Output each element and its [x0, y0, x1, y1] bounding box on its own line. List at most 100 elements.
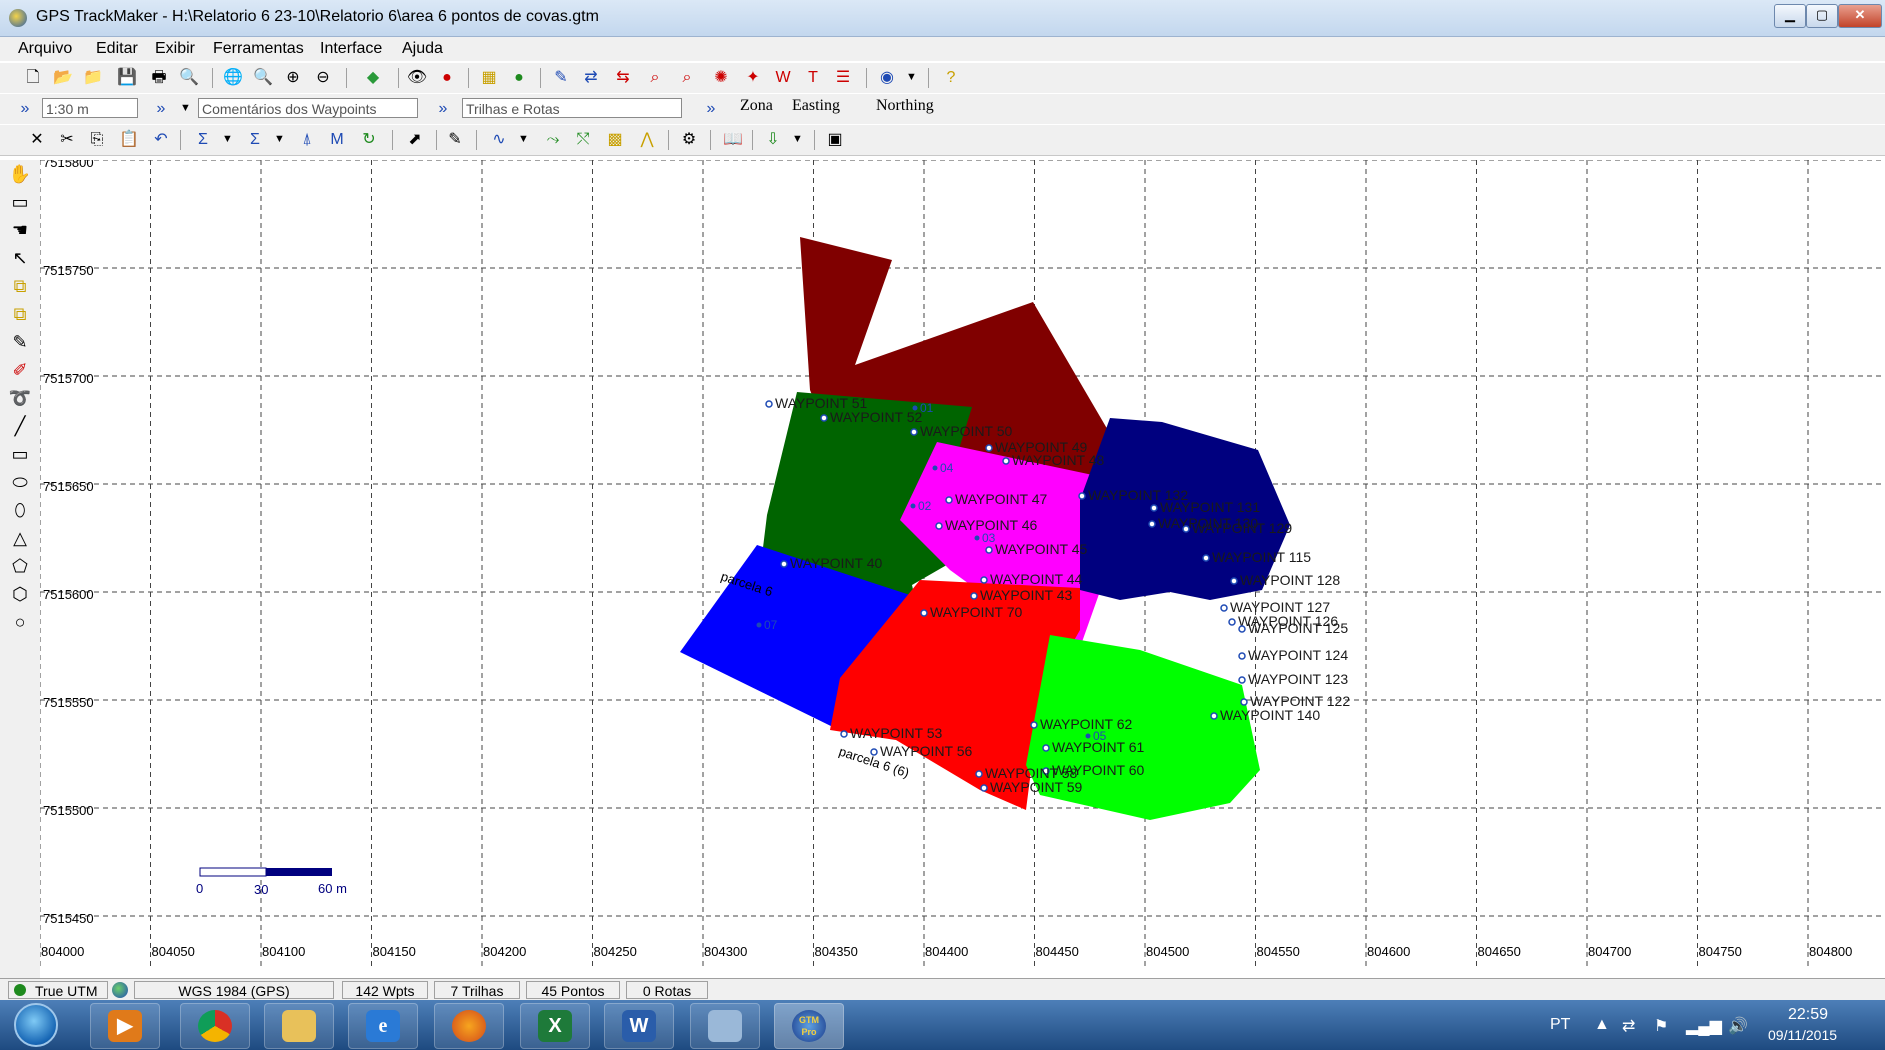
maximize-button[interactable]: ▢ [1806, 4, 1838, 28]
satellite-icon[interactable]: ✺ [714, 69, 728, 86]
duplicate-tool-icon[interactable]: ⧉ [13, 304, 27, 324]
language-indicator[interactable]: PT [1550, 1016, 1571, 1033]
view-icon[interactable]: 👁 [406, 69, 428, 86]
copy-tool-icon[interactable]: ⧉ [13, 276, 27, 296]
volume-icon[interactable]: 🔊 [1728, 1018, 1748, 1035]
waypoint-marker[interactable] [975, 770, 983, 778]
tracks-routes-combo[interactable]: Trilhas e Rotas [462, 98, 682, 118]
taskbar-firefox[interactable] [434, 1003, 504, 1049]
waypoint-marker[interactable] [1220, 604, 1228, 612]
undo-icon[interactable]: ↶ [154, 131, 168, 148]
menu-ajuda[interactable]: Ajuda [402, 40, 443, 57]
split-icon[interactable]: ⤲ [576, 131, 590, 148]
waypoint-marker[interactable] [870, 748, 878, 756]
hexagon-tool-icon[interactable]: ⬡ [12, 584, 28, 604]
lasso-icon[interactable]: ➰ [8, 388, 32, 408]
point-marker[interactable] [756, 622, 762, 628]
zoom-in-icon[interactable]: ⊕ [286, 69, 300, 86]
waypoint-marker[interactable] [780, 560, 788, 568]
chevron-down-icon[interactable]: ▼ [906, 71, 917, 83]
map-canvas[interactable]: 7515800 7515750 7515700 7515650 7515600 75155… [40, 160, 1885, 978]
chevrons-right-icon[interactable]: » [706, 100, 716, 117]
layers-icon[interactable]: ● [442, 69, 452, 86]
grid-icon[interactable]: ▦ [481, 69, 497, 86]
taskbar-file-explorer[interactable] [264, 1003, 334, 1049]
open-folder-icon[interactable]: 📂 [53, 69, 73, 86]
gps-device-icon[interactable]: ◆ [366, 69, 380, 86]
waypoint-marker[interactable] [1238, 676, 1246, 684]
book-icon[interactable]: 📖 [723, 131, 743, 148]
taskbar-media-player[interactable]: ▶ [90, 1003, 160, 1049]
waypoint-tool-icon[interactable]: ✎ [554, 69, 568, 86]
waypoint-marker[interactable] [1002, 457, 1010, 465]
polygon-icon[interactable]: ⋀ [640, 131, 654, 148]
waypoint-marker[interactable] [1148, 520, 1156, 528]
map-globe-icon[interactable]: ● [514, 69, 524, 86]
menu-arquivo[interactable]: Arquivo [18, 40, 73, 57]
list-tool-icon[interactable]: ☰ [835, 69, 851, 86]
delete-icon[interactable]: ✕ [30, 131, 44, 148]
taskbar-gtm-pro[interactable]: GTM Pro [774, 1003, 844, 1049]
chevron-down-icon[interactable]: ▼ [792, 133, 803, 145]
triangle-tool-icon[interactable]: △ [13, 528, 27, 548]
gear-icon[interactable]: ⚙ [681, 131, 697, 148]
waypoint-marker[interactable] [985, 444, 993, 452]
area-icon[interactable]: ▩ [607, 131, 623, 148]
waypoint-marker[interactable] [980, 784, 988, 792]
waypoint-marker[interactable] [920, 609, 928, 617]
waypoint-marker[interactable] [1238, 652, 1246, 660]
minimize-button[interactable]: ▁ [1774, 4, 1806, 28]
waypoint-marker[interactable] [1228, 618, 1236, 626]
waypoint-marker[interactable] [1240, 698, 1248, 706]
waypoint-marker[interactable] [970, 592, 978, 600]
taskbar-internet-explorer[interactable]: e [348, 1003, 418, 1049]
waypoint-marker[interactable] [1042, 767, 1050, 775]
clock-date[interactable]: 09/11/2015 [1768, 1027, 1838, 1043]
zoom-out-icon[interactable]: ⊖ [316, 69, 330, 86]
chevrons-right-icon[interactable]: » [20, 100, 30, 117]
taskbar-excel[interactable]: X [520, 1003, 590, 1049]
waypoint-marker[interactable] [1042, 744, 1050, 752]
chevron-down-icon[interactable]: ▼ [222, 133, 233, 145]
globe-icon[interactable]: 🌐 [223, 69, 243, 86]
point-marker[interactable] [932, 465, 938, 471]
rectangle-tool-icon[interactable]: ▭ [11, 444, 29, 464]
waypoint-marker[interactable] [820, 414, 828, 422]
print-icon[interactable]: 🖶 [151, 69, 167, 86]
taskbar-chrome[interactable] [180, 1003, 250, 1049]
copy-icon[interactable]: ⎘ [90, 131, 104, 148]
route-tool-icon[interactable]: ⇆ [616, 69, 630, 86]
internet-icon[interactable]: ◉ [880, 69, 894, 86]
pencil-icon[interactable]: ✎ [12, 332, 28, 352]
join-icon[interactable]: ⤳ [546, 131, 560, 148]
edit-track-icon[interactable]: ✎ [448, 131, 462, 148]
close-button[interactable]: ✕ [1838, 4, 1882, 28]
t-tool-icon[interactable]: T [808, 69, 818, 86]
search-waypoint-icon[interactable]: ⌕ [650, 69, 660, 86]
chevrons-right-icon[interactable]: » [156, 100, 166, 117]
sigma-icon[interactable]: Σ [198, 131, 208, 148]
waypoint-marker[interactable] [1230, 577, 1238, 585]
print-preview-icon[interactable]: 🔍 [179, 69, 199, 86]
waypoint-marker[interactable] [1182, 525, 1190, 533]
chevrons-right-icon[interactable]: » [438, 100, 448, 117]
waypoint-marker[interactable] [910, 428, 918, 436]
tab-easting[interactable]: Easting [792, 97, 840, 114]
pentagon-tool-icon[interactable]: ⬠ [12, 556, 28, 576]
point-marker[interactable] [912, 405, 918, 411]
paste-icon[interactable]: 📋 [119, 131, 139, 148]
chevron-down-icon[interactable]: ▼ [274, 133, 285, 145]
point-marker[interactable] [974, 535, 980, 541]
menu-exibir[interactable]: Exibir [155, 40, 196, 57]
waypoint-marker[interactable] [980, 576, 988, 584]
waypoint-marker[interactable] [1210, 712, 1218, 720]
hand-tool-icon[interactable]: ☚ [11, 220, 29, 240]
track-draw-icon[interactable]: ∿ [492, 131, 506, 148]
waypoint-marker[interactable] [1202, 554, 1210, 562]
new-file-icon[interactable]: 🗋 [26, 69, 40, 86]
refresh-icon[interactable]: ↻ [362, 131, 376, 148]
search-track-icon[interactable]: ⌕ [682, 69, 692, 86]
tab-northing[interactable]: Northing [876, 97, 934, 114]
waypoint-marker[interactable] [1238, 625, 1246, 633]
sigma-calc-icon[interactable]: Σ [250, 131, 260, 148]
